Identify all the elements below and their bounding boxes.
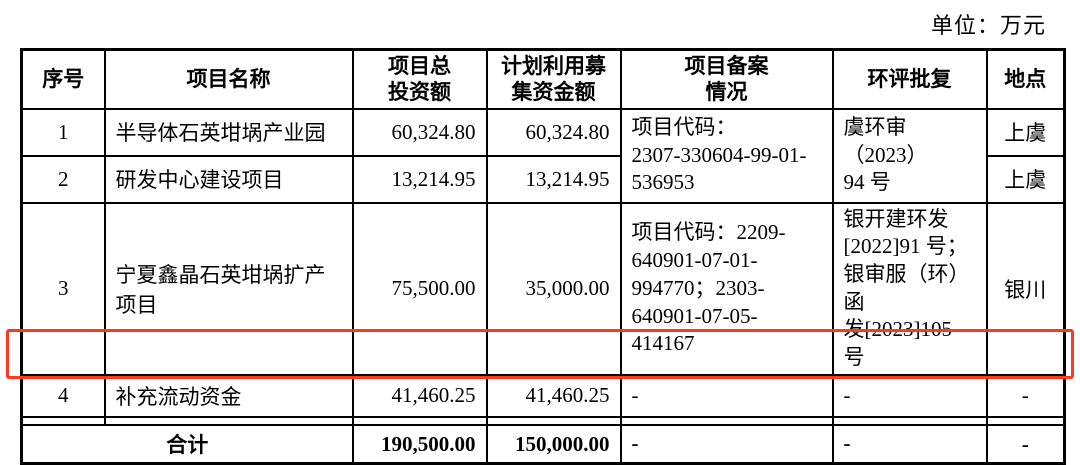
total-row: 合计 190,500.00 150,000.00 - - - [20,423,1066,465]
cell-location: - [985,373,1066,418]
cell-project-name: 半导体石英坩埚产业园 [103,107,354,157]
cell-project-name: 宁夏鑫晶石英坩埚扩产 项目 [103,201,354,376]
col-header-project-name: 项目名称 [103,48,354,110]
table-row-3: 3 宁夏鑫晶石英坩埚扩产 项目 75,500.00 35,000.00 项目代码… [20,201,1066,376]
cell-project-name: 补充流动资金 [103,373,354,418]
cell-location: 银川 [985,201,1066,376]
cell-raised-funds: 60,324.80 [485,107,622,157]
cell-no: 2 [20,154,106,204]
cell-total-investment: 13,214.95 [351,154,488,204]
cell-env-approval: - [831,373,988,418]
cell-location: 上虞 [985,154,1066,204]
cell-location: - [985,423,1066,465]
cell-no: 3 [20,201,106,376]
cell-raised-funds: 41,460.25 [485,373,622,418]
cell-env-approval: 虞环审（2023） 94 号 [831,107,988,204]
cell-total-investment: 41,460.25 [351,373,488,418]
col-header-location: 地点 [985,48,1066,110]
cell-env-approval: - [831,423,988,465]
cell-total-label: 合计 [20,423,354,465]
cell-raised-funds: 13,214.95 [485,154,622,204]
unit-label: 单位：万元 [930,13,1046,38]
cell-total-investment: 60,324.80 [351,107,488,157]
table-row-2: 2 研发中心建设项目 13,214.95 13,214.95 上虞 [20,154,1066,204]
table-row-4-highlighted: 4 补充流动资金 41,460.25 41,460.25 - - - [20,373,1066,418]
col-header-total-investment: 项目总 投资额 [351,48,488,110]
col-header-no: 序号 [20,48,106,110]
cell-raised-funds: 35,000.00 [485,201,622,376]
table-row-1: 1 半导体石英坩埚产业园 60,324.80 60,324.80 项目代码： 2… [20,107,1066,204]
cell-env-approval: 银开建环发 [2022]91 号； 银审服（环）函 发[2023]105 号 [831,201,988,376]
col-header-filing-status: 项目备案 情况 [619,48,834,110]
cell-no: 1 [20,107,106,157]
header-row: 序号 项目名称 项目总 投资额 计划利用募 集资金额 项目备案 情况 环评批复 … [20,48,1066,110]
cell-location: 上虞 [985,107,1066,157]
cell-raised-funds-sum: 150,000.00 [485,423,622,465]
projects-table: 序号 项目名称 项目总 投资额 计划利用募 集资金额 项目备案 情况 环评批复 … [20,48,1066,465]
spacer-row [20,415,1066,426]
col-header-env-approval: 环评批复 [831,48,988,110]
cell-filing-status: - [619,373,834,418]
cell-filing-status: - [619,423,834,465]
col-header-raised-funds: 计划利用募 集资金额 [485,48,622,110]
cell-filing-status: 项目代码： 2307-330604-99-01- 536953 [619,107,834,204]
cell-total-investment-sum: 190,500.00 [351,423,488,465]
cell-no: 4 [20,373,106,418]
cell-total-investment: 75,500.00 [351,201,488,376]
cell-filing-status: 项目代码：2209- 640901-07-01- 994770；2303- 64… [619,201,834,376]
cell-project-name: 研发中心建设项目 [103,154,354,204]
